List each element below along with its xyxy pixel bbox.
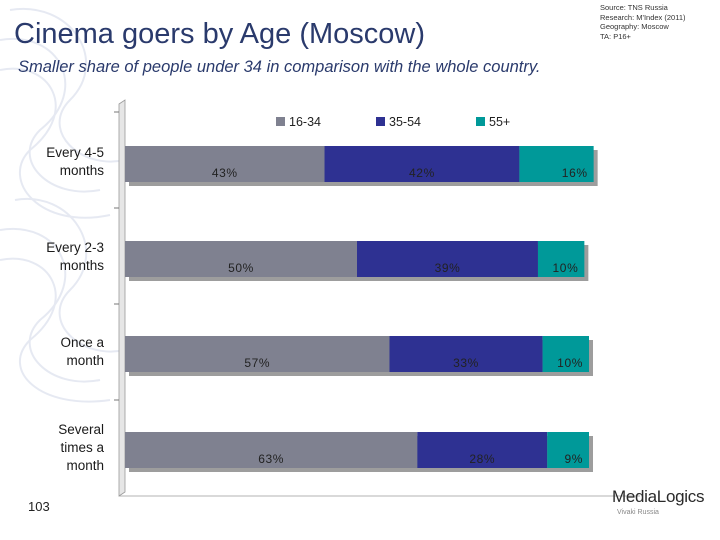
legend-label: 16-34: [289, 115, 321, 129]
logo-name: MediaLogics: [612, 487, 705, 506]
source-line: Research: M'Index (2011): [600, 12, 686, 22]
category-label: Once a: [60, 335, 104, 350]
category-label: Every 2-3: [46, 240, 104, 255]
data-label: 10%: [557, 356, 583, 370]
legend-swatch-55+: [476, 117, 485, 126]
data-label: 28%: [469, 452, 495, 466]
legend-swatch-16-34: [276, 117, 285, 126]
category-label: month: [66, 353, 104, 368]
category-label: times a: [60, 440, 104, 455]
data-label: 42%: [409, 166, 435, 180]
plot-left-wall: [118, 99, 126, 497]
legend-swatch-35-54: [376, 117, 385, 126]
category-label: Several: [58, 422, 104, 437]
page-number: 103: [28, 499, 50, 514]
source-line: Source: TNS Russia: [600, 3, 668, 12]
legend-label: 55+: [489, 115, 510, 129]
logo-tagline: Vivaki Russia: [617, 509, 659, 516]
bar-segment: [125, 432, 418, 468]
data-label: 9%: [564, 452, 583, 466]
data-label: 50%: [228, 261, 254, 275]
medialogics-logo: MediaLogics Vivaki Russia: [612, 487, 712, 523]
bar-segment: [547, 432, 589, 468]
source-note: Source: TNS Russia Research: M'Index (20…: [600, 3, 686, 41]
page-title: Cinema goers by Age (Moscow): [14, 18, 425, 50]
legend-label: 35-54: [389, 115, 421, 129]
bar-segment: [519, 146, 594, 182]
category-label: Every 4-5: [46, 145, 104, 160]
source-line: Geography: Moscow: [600, 22, 669, 31]
bar-segment: [125, 241, 357, 277]
category-label: months: [60, 163, 105, 178]
data-label: 39%: [435, 261, 461, 275]
bar-segment: [125, 336, 390, 372]
data-label: 16%: [562, 166, 588, 180]
bar-segment: [389, 336, 543, 372]
data-label: 57%: [244, 356, 270, 370]
data-label: 10%: [553, 261, 579, 275]
bar-segment: [542, 336, 589, 372]
page-subtitle: Smaller share of people under 34 in comp…: [18, 58, 541, 76]
bar-segment: [537, 241, 585, 277]
source-line: TA: P16+: [600, 31, 631, 41]
bar-segment: [125, 146, 325, 182]
category-label: months: [60, 258, 105, 273]
bar-segment: [417, 432, 548, 468]
data-label: 33%: [453, 356, 479, 370]
category-label: month: [66, 458, 104, 473]
data-label: 43%: [212, 166, 238, 180]
bar-segment: [357, 241, 538, 277]
decorative-swirl-background: [0, 7, 126, 403]
data-label: 63%: [258, 452, 284, 466]
bar-segment: [324, 146, 520, 182]
